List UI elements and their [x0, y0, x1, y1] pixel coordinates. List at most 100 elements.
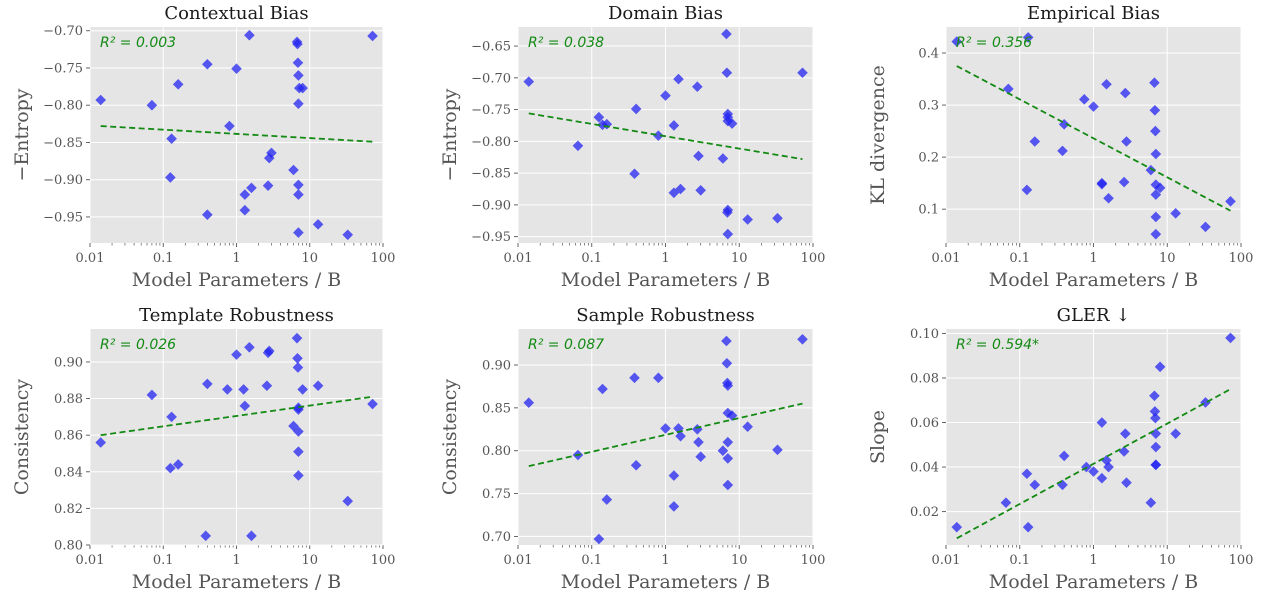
data-point — [653, 372, 664, 384]
data-point — [367, 30, 378, 42]
chart-panel-6: 0.01 0.1 1 10 100 0.02 0.04 0.06 0.08 0.10 R² = 0.… — [867, 305, 1253, 593]
data-point — [292, 362, 304, 373]
data-point — [1149, 390, 1160, 402]
data-point — [200, 530, 212, 542]
data-point — [722, 479, 734, 491]
y-tick-label: 0.80 — [54, 539, 83, 554]
data-point — [1145, 497, 1157, 508]
data-point — [1200, 221, 1211, 233]
data-point — [1000, 497, 1012, 508]
data-point — [660, 423, 671, 434]
data-point — [797, 67, 808, 79]
data-point — [1150, 459, 1162, 471]
data-point — [172, 79, 184, 90]
data-point — [717, 153, 729, 164]
data-point — [630, 459, 642, 471]
data-point — [293, 470, 304, 481]
r-squared-annotation: R² = 0.594* — [956, 337, 1039, 353]
data-point — [146, 99, 158, 111]
chart-panel-5: 0.01 0.1 1 10 100 0.70 0.75 0.80 0.85 0.90 R² = 0.… — [439, 305, 825, 593]
y-tick-label: −0.80 — [43, 99, 83, 114]
data-point — [1150, 148, 1162, 160]
x-tick-label: 100 — [801, 251, 826, 266]
data-point — [146, 389, 158, 401]
chart-title: GLER ↓ — [1057, 305, 1131, 326]
data-point — [261, 380, 273, 392]
y-tick-label: 0.04 — [910, 461, 939, 476]
data-point — [246, 182, 257, 194]
data-point — [772, 212, 783, 224]
data-point — [693, 436, 704, 448]
data-point — [695, 451, 706, 463]
data-point — [601, 118, 613, 130]
data-point — [1150, 189, 1162, 200]
data-point — [1149, 77, 1160, 88]
y-tick-label: 0.02 — [910, 505, 939, 520]
data-point — [722, 453, 734, 464]
x-tick-label: 100 — [1229, 251, 1254, 266]
data-point — [222, 384, 233, 395]
y-tick-label: 0.86 — [54, 429, 83, 444]
x-tick-label: 100 — [371, 251, 396, 266]
data-point — [1021, 184, 1033, 196]
data-point — [721, 67, 733, 79]
data-point — [202, 209, 213, 220]
x-tick-label: 0.01 — [504, 251, 533, 266]
data-point — [239, 204, 251, 216]
data-point — [239, 189, 251, 200]
y-tick-label: −0.85 — [471, 167, 511, 182]
chart-panel-2: 0.01 0.1 1 10 100 −0.95 −0.90 −0.85 −0.80 −0.75 −0… — [439, 3, 825, 291]
r-squared-annotation: R² = 0.003 — [100, 35, 176, 51]
data-point — [297, 384, 308, 395]
data-point — [630, 103, 642, 115]
y-tick-label: 0.3 — [918, 99, 939, 114]
chart-title: Contextual Bias — [164, 3, 308, 24]
data-point — [1118, 176, 1130, 188]
data-point — [312, 219, 324, 230]
trend-line — [956, 388, 1231, 540]
x-axis-label: Model Parameters / B — [989, 269, 1199, 291]
x-tick-label: 1 — [1089, 251, 1097, 266]
data-point — [1225, 332, 1236, 344]
x-tick-label: 100 — [371, 553, 396, 568]
data-point — [721, 357, 733, 369]
data-point — [1029, 136, 1041, 147]
data-point — [1022, 32, 1034, 43]
data-point — [629, 168, 640, 180]
x-tick-label: 10 — [301, 251, 318, 266]
data-point — [293, 189, 304, 200]
y-tick-label: −0.65 — [471, 40, 511, 55]
data-point — [593, 111, 605, 123]
data-point — [653, 130, 664, 141]
x-tick-label: 100 — [1229, 553, 1254, 568]
data-point — [202, 378, 213, 390]
y-tick-label: 0.85 — [482, 401, 511, 416]
data-point — [717, 445, 729, 457]
data-point — [675, 183, 686, 195]
data-point — [1096, 178, 1108, 190]
data-point — [1088, 101, 1099, 112]
data-point — [1225, 196, 1236, 207]
data-point — [1096, 472, 1108, 484]
data-point — [1149, 104, 1161, 116]
data-point — [1103, 192, 1114, 204]
x-tick-label: 0.01 — [932, 251, 961, 266]
data-point — [1145, 164, 1157, 176]
chart-panel-1: 0.01 0.1 1 10 100 −0.95 −0.90 −0.85 −0.80 −0.75 −0… — [11, 3, 395, 291]
data-point — [1121, 477, 1132, 488]
data-point — [629, 372, 640, 384]
data-point — [742, 214, 753, 225]
data-point — [722, 204, 734, 216]
x-tick-label: 0.01 — [76, 251, 105, 266]
y-tick-label: 0.70 — [482, 530, 511, 545]
trend-line — [100, 125, 373, 143]
y-tick-label: 0.84 — [54, 465, 83, 480]
y-axis-label: Slope — [867, 410, 889, 464]
y-tick-label: −0.95 — [43, 210, 83, 225]
data-point — [721, 335, 732, 347]
y-tick-label: −0.75 — [43, 61, 83, 76]
chart-title: Template Robustness — [139, 305, 334, 326]
data-point — [293, 98, 304, 110]
y-tick-label: −0.70 — [471, 71, 511, 86]
data-point — [1022, 521, 1034, 533]
